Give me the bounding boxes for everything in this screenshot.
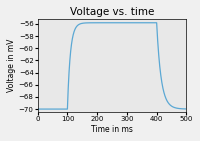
X-axis label: Time in ms: Time in ms [91, 125, 133, 134]
Title: Voltage vs. time: Voltage vs. time [70, 7, 154, 17]
Y-axis label: Voltage in mV: Voltage in mV [7, 39, 16, 92]
